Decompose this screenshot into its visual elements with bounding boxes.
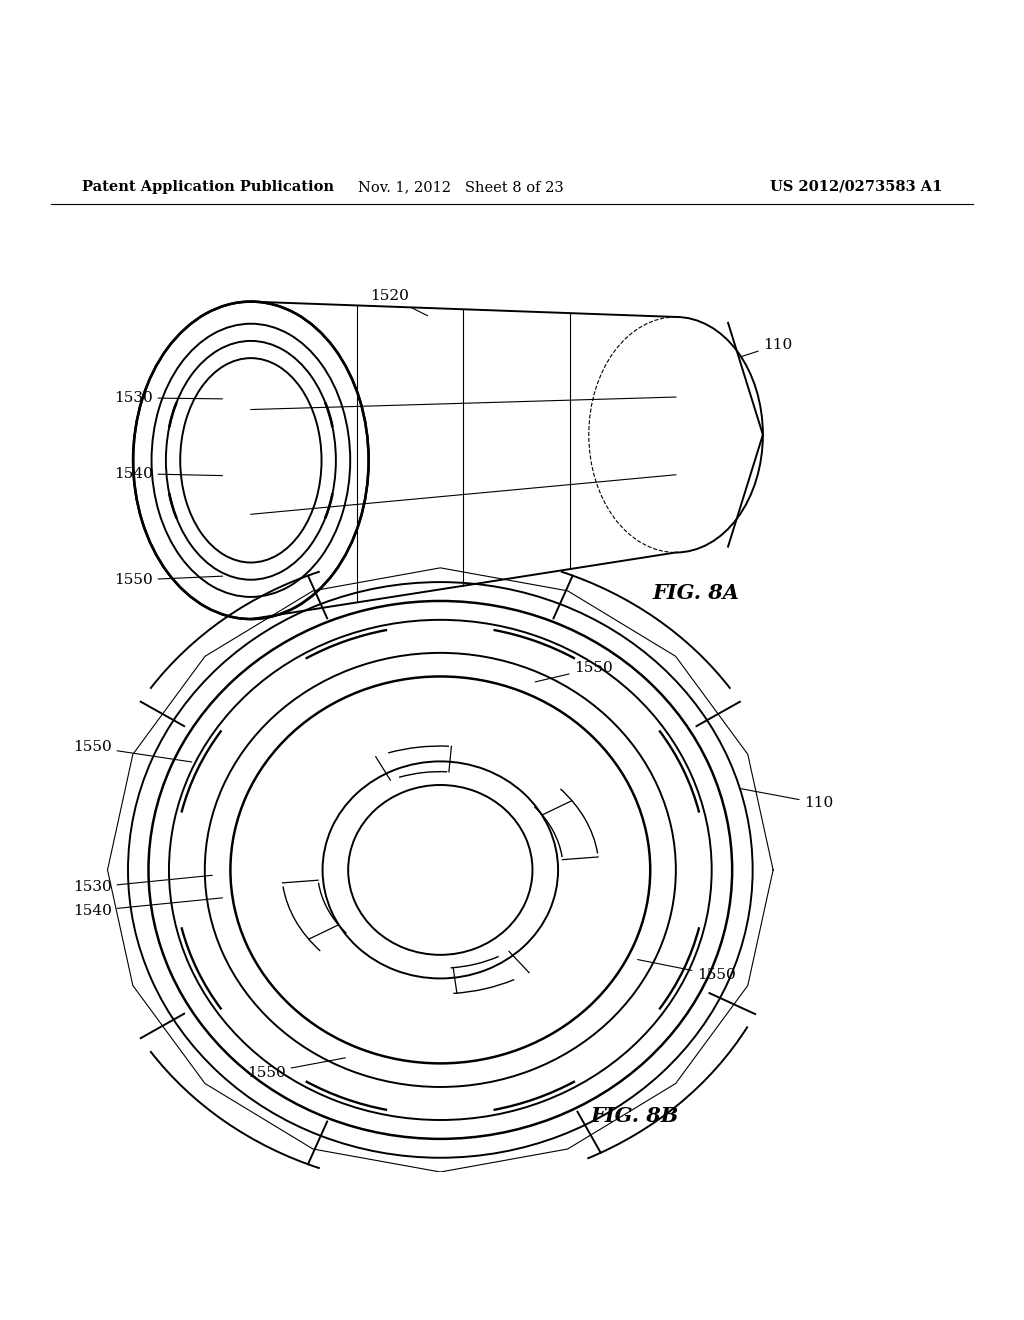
Text: 1550: 1550: [114, 573, 222, 587]
Text: FIG. 8B: FIG. 8B: [591, 1106, 679, 1126]
Text: Patent Application Publication: Patent Application Publication: [82, 180, 334, 194]
Text: US 2012/0273583 A1: US 2012/0273583 A1: [770, 180, 942, 194]
Text: 1550: 1550: [247, 1057, 345, 1080]
Text: 1530: 1530: [73, 875, 212, 895]
Text: 110: 110: [740, 788, 834, 810]
Text: FIG. 8A: FIG. 8A: [653, 583, 739, 603]
Text: 1520: 1520: [370, 289, 428, 315]
Text: 1540: 1540: [114, 467, 222, 480]
Text: 1550: 1550: [73, 741, 191, 762]
Text: 1550: 1550: [536, 661, 613, 682]
Text: Nov. 1, 2012   Sheet 8 of 23: Nov. 1, 2012 Sheet 8 of 23: [358, 180, 563, 194]
Text: 1530: 1530: [114, 391, 222, 405]
Text: 1540: 1540: [73, 898, 222, 917]
Text: 1550: 1550: [638, 960, 736, 982]
Text: 110: 110: [740, 338, 793, 358]
